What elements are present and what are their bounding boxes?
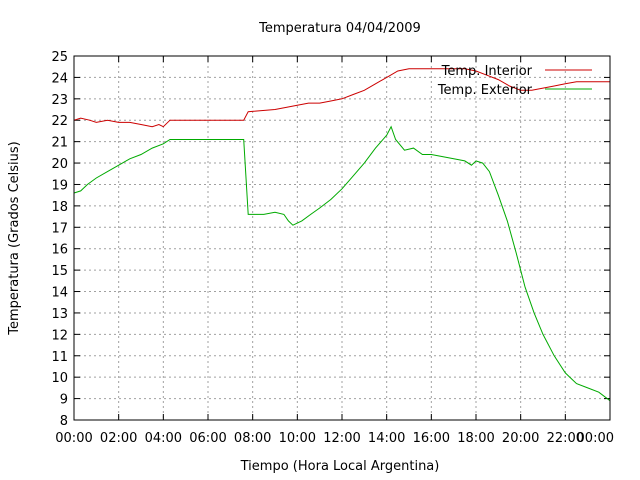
data-series (73, 68, 611, 402)
x-tick-label: 16:00 (413, 431, 450, 446)
series-line-temp-interior (73, 68, 610, 128)
y-tick-label: 15 (51, 264, 68, 279)
y-axis-ticks: 8 9 10 11 12 13 14 15 16 17 18 19 20 21 22 23 24 25 (51, 50, 610, 429)
y-tick-label: 9 (60, 393, 68, 408)
y-tick-label: 18 (51, 200, 68, 215)
series-line-temp-exterior (73, 125, 611, 402)
y-tick-label: 14 (51, 286, 68, 301)
x-tick-label: 02:00 (100, 431, 137, 446)
x-axis-label: Tiempo (Hora Local Argentina) (240, 459, 440, 474)
x-tick-label: 00:00 (55, 431, 92, 446)
x-tick-label: 08:00 (234, 431, 271, 446)
x-tick-label: 06:00 (189, 431, 226, 446)
x-tick-label: 00:00 (577, 431, 614, 446)
y-tick-label: 22 (51, 114, 68, 129)
chart-title: Temperatura 04/04/2009 (258, 21, 421, 36)
legend-label: Temp. Exterior (437, 83, 533, 98)
y-tick-label: 12 (51, 328, 68, 343)
y-tick-label: 8 (60, 414, 68, 429)
legend-label: Temp. Interior (441, 64, 533, 79)
y-tick-label: 19 (51, 178, 68, 193)
y-tick-label: 17 (51, 221, 68, 236)
y-tick-label: 10 (51, 371, 68, 386)
y-tick-label: 25 (51, 50, 68, 65)
x-tick-label: 18:00 (457, 431, 494, 446)
x-tick-label: 12:00 (323, 431, 360, 446)
y-tick-label: 11 (51, 350, 68, 365)
x-axis-ticks: 00:00 02:00 04:00 06:00 08:00 10:00 12:00 14:00… (55, 56, 614, 446)
y-tick-label: 23 (51, 93, 68, 108)
x-tick-label: 14:00 (368, 431, 405, 446)
y-tick-label: 21 (51, 136, 68, 151)
x-tick-label: 20:00 (502, 431, 539, 446)
y-tick-label: 20 (51, 157, 68, 172)
x-tick-label: 22:00 (547, 431, 584, 446)
x-tick-label: 10:00 (279, 431, 316, 446)
y-tick-label: 16 (51, 243, 68, 258)
grid-lines (74, 56, 610, 420)
y-tick-label: 24 (51, 71, 68, 86)
legend: Temp. Interior Temp. Exterior (437, 64, 592, 98)
y-tick-label: 13 (51, 307, 68, 322)
x-tick-label: 04:00 (145, 431, 182, 446)
plot-frame (73, 55, 611, 421)
y-axis-label: Temperatura (Grados Celsius) (7, 141, 22, 335)
